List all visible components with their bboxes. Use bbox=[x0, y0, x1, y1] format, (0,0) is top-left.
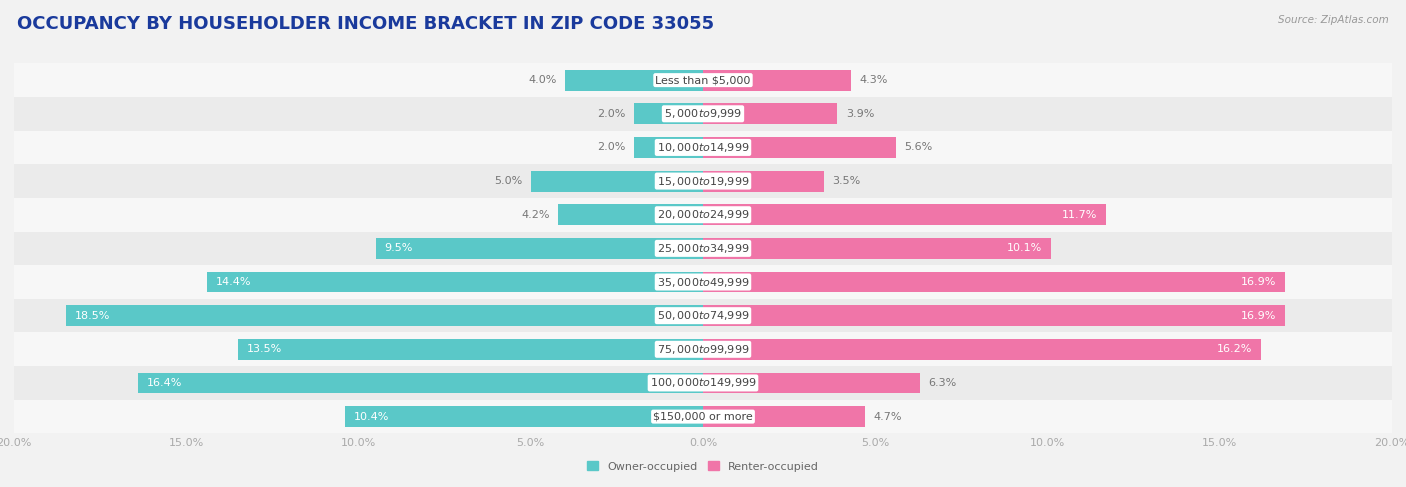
Text: $20,000 to $24,999: $20,000 to $24,999 bbox=[657, 208, 749, 221]
Bar bbox=[703, 272, 1285, 293]
Bar bbox=[558, 204, 703, 225]
Bar bbox=[375, 238, 703, 259]
Text: 6.3%: 6.3% bbox=[928, 378, 957, 388]
Text: $150,000 or more: $150,000 or more bbox=[654, 412, 752, 422]
Bar bbox=[634, 137, 703, 158]
Bar bbox=[565, 70, 703, 91]
Bar bbox=[14, 366, 1392, 400]
Bar bbox=[14, 231, 1392, 265]
Text: $5,000 to $9,999: $5,000 to $9,999 bbox=[664, 107, 742, 120]
Bar bbox=[703, 339, 1261, 360]
Bar bbox=[703, 238, 1050, 259]
Text: 13.5%: 13.5% bbox=[246, 344, 281, 355]
Text: 14.4%: 14.4% bbox=[215, 277, 252, 287]
Bar bbox=[703, 70, 851, 91]
Text: 2.0%: 2.0% bbox=[598, 109, 626, 119]
Text: 3.5%: 3.5% bbox=[832, 176, 860, 186]
Text: 16.2%: 16.2% bbox=[1218, 344, 1253, 355]
Bar bbox=[14, 131, 1392, 164]
Bar bbox=[703, 305, 1285, 326]
Text: 18.5%: 18.5% bbox=[75, 311, 110, 320]
Text: 5.6%: 5.6% bbox=[904, 142, 932, 152]
Text: 11.7%: 11.7% bbox=[1062, 210, 1098, 220]
Text: 3.9%: 3.9% bbox=[846, 109, 875, 119]
Text: $10,000 to $14,999: $10,000 to $14,999 bbox=[657, 141, 749, 154]
Bar bbox=[634, 103, 703, 124]
Text: 4.0%: 4.0% bbox=[529, 75, 557, 85]
Text: 4.3%: 4.3% bbox=[859, 75, 889, 85]
Bar bbox=[14, 63, 1392, 97]
Bar bbox=[207, 272, 703, 293]
Text: 4.2%: 4.2% bbox=[522, 210, 550, 220]
Bar bbox=[703, 170, 824, 191]
Bar bbox=[14, 198, 1392, 231]
Bar bbox=[703, 373, 920, 393]
Bar bbox=[344, 406, 703, 427]
Text: Source: ZipAtlas.com: Source: ZipAtlas.com bbox=[1278, 15, 1389, 25]
Text: $25,000 to $34,999: $25,000 to $34,999 bbox=[657, 242, 749, 255]
Text: 5.0%: 5.0% bbox=[494, 176, 522, 186]
Bar bbox=[703, 137, 896, 158]
Legend: Owner-occupied, Renter-occupied: Owner-occupied, Renter-occupied bbox=[582, 457, 824, 476]
Bar bbox=[703, 204, 1107, 225]
Bar bbox=[14, 265, 1392, 299]
Text: 16.9%: 16.9% bbox=[1241, 311, 1277, 320]
Text: 16.4%: 16.4% bbox=[146, 378, 181, 388]
Text: $75,000 to $99,999: $75,000 to $99,999 bbox=[657, 343, 749, 356]
Bar bbox=[14, 97, 1392, 131]
Text: 2.0%: 2.0% bbox=[598, 142, 626, 152]
Bar bbox=[238, 339, 703, 360]
Bar bbox=[14, 400, 1392, 433]
Text: $100,000 to $149,999: $100,000 to $149,999 bbox=[650, 376, 756, 390]
Bar bbox=[531, 170, 703, 191]
Text: 10.4%: 10.4% bbox=[353, 412, 388, 422]
Text: 9.5%: 9.5% bbox=[384, 244, 413, 253]
Bar bbox=[14, 299, 1392, 333]
Text: 16.9%: 16.9% bbox=[1241, 277, 1277, 287]
Bar bbox=[14, 333, 1392, 366]
Bar bbox=[14, 164, 1392, 198]
Bar bbox=[703, 406, 865, 427]
Bar bbox=[138, 373, 703, 393]
Bar bbox=[66, 305, 703, 326]
Text: $15,000 to $19,999: $15,000 to $19,999 bbox=[657, 174, 749, 187]
Bar bbox=[703, 103, 838, 124]
Text: OCCUPANCY BY HOUSEHOLDER INCOME BRACKET IN ZIP CODE 33055: OCCUPANCY BY HOUSEHOLDER INCOME BRACKET … bbox=[17, 15, 714, 33]
Text: $35,000 to $49,999: $35,000 to $49,999 bbox=[657, 276, 749, 288]
Text: $50,000 to $74,999: $50,000 to $74,999 bbox=[657, 309, 749, 322]
Text: 10.1%: 10.1% bbox=[1007, 244, 1042, 253]
Text: 4.7%: 4.7% bbox=[873, 412, 903, 422]
Text: Less than $5,000: Less than $5,000 bbox=[655, 75, 751, 85]
